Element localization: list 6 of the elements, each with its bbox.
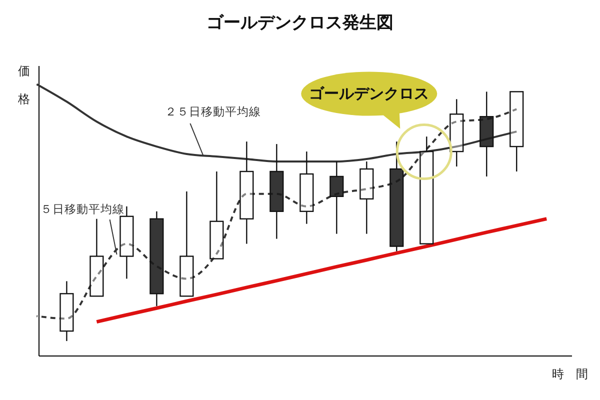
chart-title: ゴールデンクロス発生図: [206, 13, 394, 32]
series-label: ５日移動平均線: [40, 204, 124, 216]
x-axis-title: 時 間: [552, 367, 588, 381]
y-axis-title: 価格: [17, 64, 30, 106]
annotation: ゴールデンクロス: [309, 86, 430, 103]
series-label: ２５日移動平均線: [165, 106, 262, 118]
